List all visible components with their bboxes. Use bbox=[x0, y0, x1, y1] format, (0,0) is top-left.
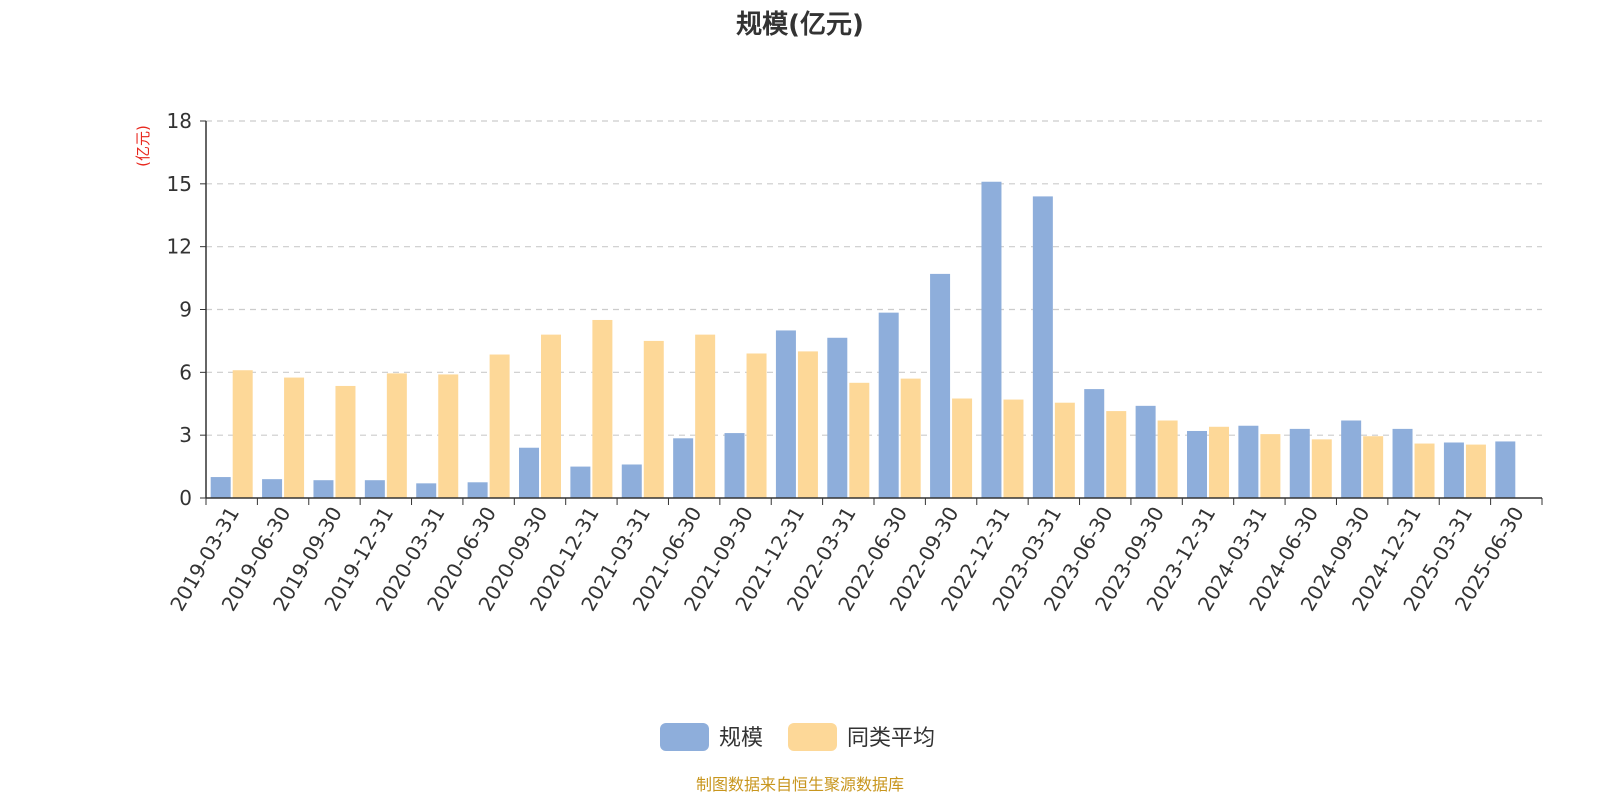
bar-scale bbox=[570, 466, 591, 498]
bar-peer-average bbox=[643, 340, 664, 498]
bar-scale bbox=[724, 433, 745, 498]
bar-scale bbox=[1084, 389, 1105, 498]
grid-lines bbox=[206, 120, 1542, 436]
bar-scale bbox=[519, 447, 539, 498]
legend-swatch bbox=[660, 723, 709, 751]
legend-item-scale[interactable]: 规模 bbox=[660, 723, 763, 751]
bar-scale bbox=[364, 480, 385, 498]
bar-peer-average bbox=[1106, 411, 1127, 498]
bars bbox=[210, 181, 1516, 498]
bar-peer-average bbox=[232, 370, 253, 498]
bar-peer-average bbox=[541, 334, 561, 498]
x-tick-labels: 2019-03-312019-06-302019-09-302019-12-31… bbox=[165, 503, 1529, 616]
bar-scale bbox=[313, 480, 334, 498]
bar-peer-average bbox=[797, 351, 818, 498]
bar-scale bbox=[775, 330, 796, 498]
bar-peer-average bbox=[1363, 436, 1384, 498]
bar-peer-average bbox=[1157, 420, 1178, 498]
bar-scale bbox=[1443, 442, 1464, 498]
bar-peer-average bbox=[746, 353, 767, 498]
y-tick-label: 18 bbox=[167, 109, 192, 133]
axes bbox=[200, 120, 1543, 505]
y-axis-unit-label: (亿元) bbox=[134, 125, 152, 167]
bar-scale bbox=[930, 273, 951, 498]
legend-item-peer-average[interactable]: 同类平均 bbox=[788, 723, 935, 751]
bar-scale bbox=[1032, 196, 1053, 498]
bar-scale bbox=[1135, 405, 1156, 498]
bar-scale bbox=[1238, 425, 1259, 498]
bar-peer-average bbox=[1311, 439, 1332, 498]
y-tick-label: 0 bbox=[179, 486, 192, 510]
bar-scale bbox=[827, 337, 848, 498]
bar-peer-average bbox=[592, 319, 613, 498]
bar-peer-average bbox=[1209, 426, 1229, 498]
chart-title: 规模(亿元) bbox=[736, 10, 864, 40]
legend-label: 规模 bbox=[719, 726, 763, 751]
bar-scale bbox=[1289, 428, 1310, 498]
bar-scale bbox=[210, 477, 231, 498]
bar-peer-average bbox=[1003, 399, 1024, 498]
legend-label: 同类平均 bbox=[847, 726, 935, 751]
y-tick-label: 3 bbox=[179, 423, 192, 447]
bar-peer-average bbox=[1414, 443, 1435, 498]
bar-peer-average bbox=[1260, 434, 1281, 498]
bar-scale bbox=[621, 464, 642, 498]
y-tick-label: 6 bbox=[179, 360, 192, 384]
bar-peer-average bbox=[1054, 402, 1075, 498]
bar-peer-average bbox=[335, 385, 356, 498]
bar-peer-average bbox=[284, 377, 305, 498]
bar-scale bbox=[416, 483, 437, 498]
bar-scale bbox=[878, 312, 899, 498]
bar-peer-average bbox=[695, 334, 716, 498]
bar-peer-average bbox=[952, 398, 973, 498]
legend-swatch bbox=[788, 723, 837, 751]
bar-scale bbox=[1495, 441, 1516, 498]
bar-scale bbox=[1341, 420, 1362, 498]
bar-peer-average bbox=[849, 382, 870, 498]
bar-scale bbox=[1187, 430, 1207, 498]
bar-scale bbox=[673, 438, 694, 498]
data-source-note: 制图数据来自恒生聚源数据库 bbox=[696, 775, 904, 794]
legend[interactable]: 规模 同类平均 bbox=[660, 723, 935, 751]
bar-peer-average bbox=[900, 378, 921, 498]
bar-scale bbox=[262, 479, 283, 498]
y-tick-label: 15 bbox=[167, 172, 192, 196]
bar-scale bbox=[1392, 428, 1413, 498]
bar-scale bbox=[467, 482, 488, 498]
bar-peer-average bbox=[1465, 444, 1486, 498]
bar-peer-average bbox=[489, 354, 510, 498]
bar-scale bbox=[981, 181, 1002, 498]
bar-peer-average bbox=[386, 373, 407, 498]
y-tick-label: 9 bbox=[179, 298, 192, 322]
y-tick-label: 12 bbox=[167, 235, 192, 259]
bar-peer-average bbox=[438, 374, 459, 498]
y-tick-labels: 0 3 6 9 12 15 18 bbox=[167, 109, 192, 510]
